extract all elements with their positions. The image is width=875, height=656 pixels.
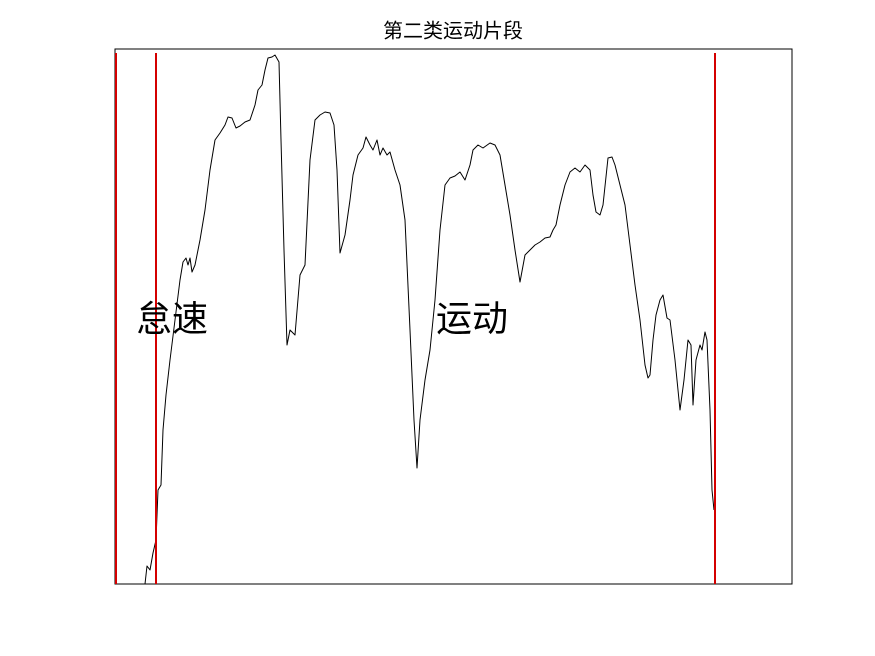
annotation: 运动 [436, 299, 508, 340]
annotation: 怠速 [136, 299, 208, 340]
chart-title: 第二类运动片段 [383, 19, 523, 43]
speed-line [115, 54, 715, 585]
